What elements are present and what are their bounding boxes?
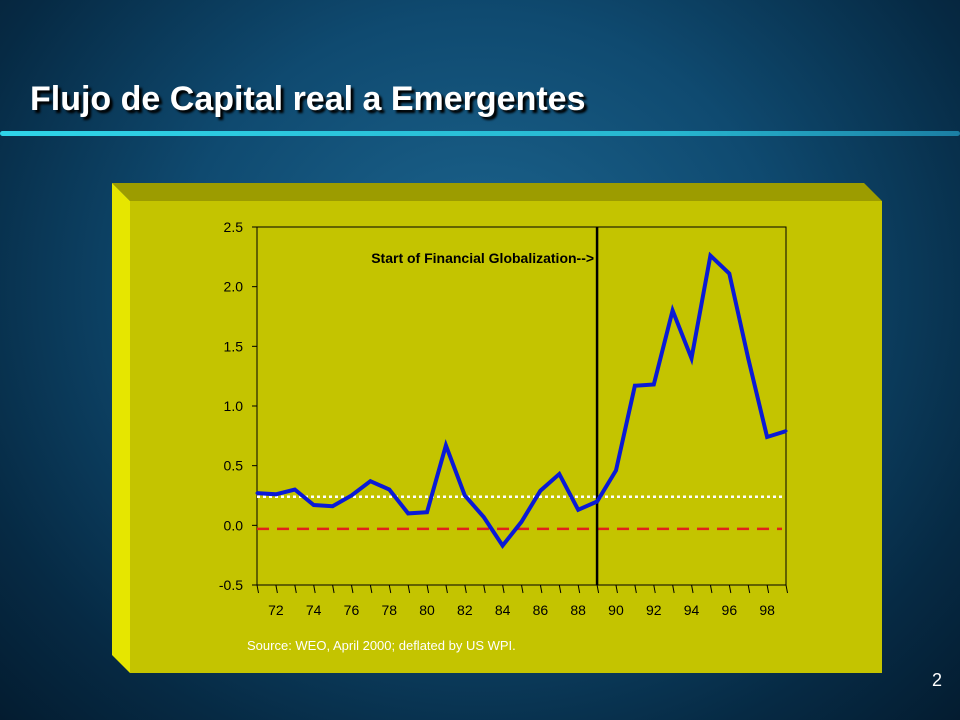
- y-tick-label: 2.5: [224, 219, 244, 235]
- data-point: [595, 499, 599, 503]
- x-tick: [332, 584, 335, 594]
- x-tick: [596, 584, 600, 594]
- data-point: [576, 508, 580, 512]
- data-point: [349, 494, 353, 497]
- x-tick-label: 86: [533, 602, 549, 618]
- x-tick: [294, 584, 297, 594]
- data-point: [331, 504, 335, 508]
- data-point: [633, 384, 637, 388]
- data-point: [727, 272, 731, 276]
- x-tick: [275, 584, 278, 594]
- data-point: [312, 503, 316, 507]
- y-tick-label: -0.5: [219, 577, 243, 593]
- x-tick: [464, 584, 467, 594]
- x-tick: [539, 584, 543, 594]
- data-point: [501, 544, 505, 548]
- y-tick-label: 1.0: [224, 398, 244, 414]
- data-point: [520, 520, 523, 524]
- x-tick-label: 88: [570, 602, 586, 618]
- x-tick-label: 94: [684, 602, 700, 618]
- x-tick: [426, 584, 430, 594]
- x-tick-label: 90: [608, 602, 624, 618]
- data-point: [690, 356, 694, 360]
- data-point: [425, 510, 429, 514]
- x-tick: [577, 584, 581, 594]
- x-tick: [445, 584, 448, 594]
- x-tick: [653, 584, 656, 594]
- annotation-label: Start of Financial Globalization-->: [371, 250, 594, 266]
- x-tick-label: 96: [722, 602, 738, 618]
- x-tick: [521, 584, 524, 594]
- data-point: [387, 488, 391, 492]
- x-tick-label: 74: [306, 602, 322, 618]
- panel-side-bevel: [112, 183, 130, 673]
- y-tick-label: 1.5: [224, 338, 244, 354]
- x-tick: [313, 584, 316, 594]
- data-point: [463, 494, 467, 497]
- y-tick-label: 0.0: [224, 517, 244, 533]
- x-tick: [615, 584, 618, 594]
- x-tick-label: 98: [759, 602, 775, 618]
- data-point: [652, 383, 656, 387]
- slide-title: Flujo de Capital real a Emergentes: [30, 80, 586, 118]
- x-tick: [672, 584, 675, 594]
- chart-panel: -0.5 0.0 0.5 1.0 1.5 2.0 2.5 72 74 76 78 80 82 84 86 88…: [112, 183, 882, 673]
- x-tick-label: 84: [495, 602, 511, 618]
- data-point: [671, 309, 675, 313]
- data-point: [444, 443, 448, 447]
- x-tick: [369, 584, 373, 594]
- x-tick: [785, 584, 788, 594]
- title-underline: [0, 131, 960, 136]
- data-point: [368, 479, 372, 483]
- x-tick-label: 82: [457, 602, 473, 618]
- data-point: [274, 492, 278, 496]
- data-point: [293, 488, 297, 492]
- x-tick-label: 78: [381, 602, 397, 618]
- x-tick: [728, 584, 732, 594]
- data-point: [784, 429, 788, 433]
- x-tick: [388, 584, 392, 594]
- y-tick-label: 0.5: [224, 458, 244, 474]
- data-point: [765, 435, 769, 439]
- source-note: Source: WEO, April 2000; deflated by US …: [247, 638, 516, 653]
- x-tick-label: 92: [646, 602, 662, 618]
- panel-top-bevel: [112, 183, 882, 201]
- panel-face: [130, 201, 882, 673]
- y-tick-label: 2.0: [224, 279, 244, 295]
- data-point: [708, 254, 712, 258]
- x-tick: [350, 584, 354, 594]
- x-tick: [747, 584, 751, 594]
- data-point: [614, 468, 618, 472]
- x-tick-label: 76: [344, 602, 360, 618]
- page-number: 2: [931, 670, 942, 690]
- x-tick-label: 72: [268, 602, 284, 618]
- x-tick: [691, 584, 694, 594]
- x-tick: [766, 584, 770, 594]
- x-tick: [558, 584, 562, 594]
- data-point: [557, 472, 561, 476]
- data-point: [538, 489, 542, 493]
- x-tick-label: 80: [419, 602, 435, 618]
- x-tick: [256, 584, 259, 594]
- data-point: [482, 515, 486, 519]
- data-point: [406, 511, 410, 515]
- x-tick: [407, 584, 411, 594]
- x-tick: [634, 584, 637, 594]
- x-tick: [502, 584, 505, 594]
- data-point: [255, 491, 259, 495]
- data-point: [746, 356, 750, 360]
- x-tick: [709, 584, 713, 594]
- x-tick: [483, 584, 486, 594]
